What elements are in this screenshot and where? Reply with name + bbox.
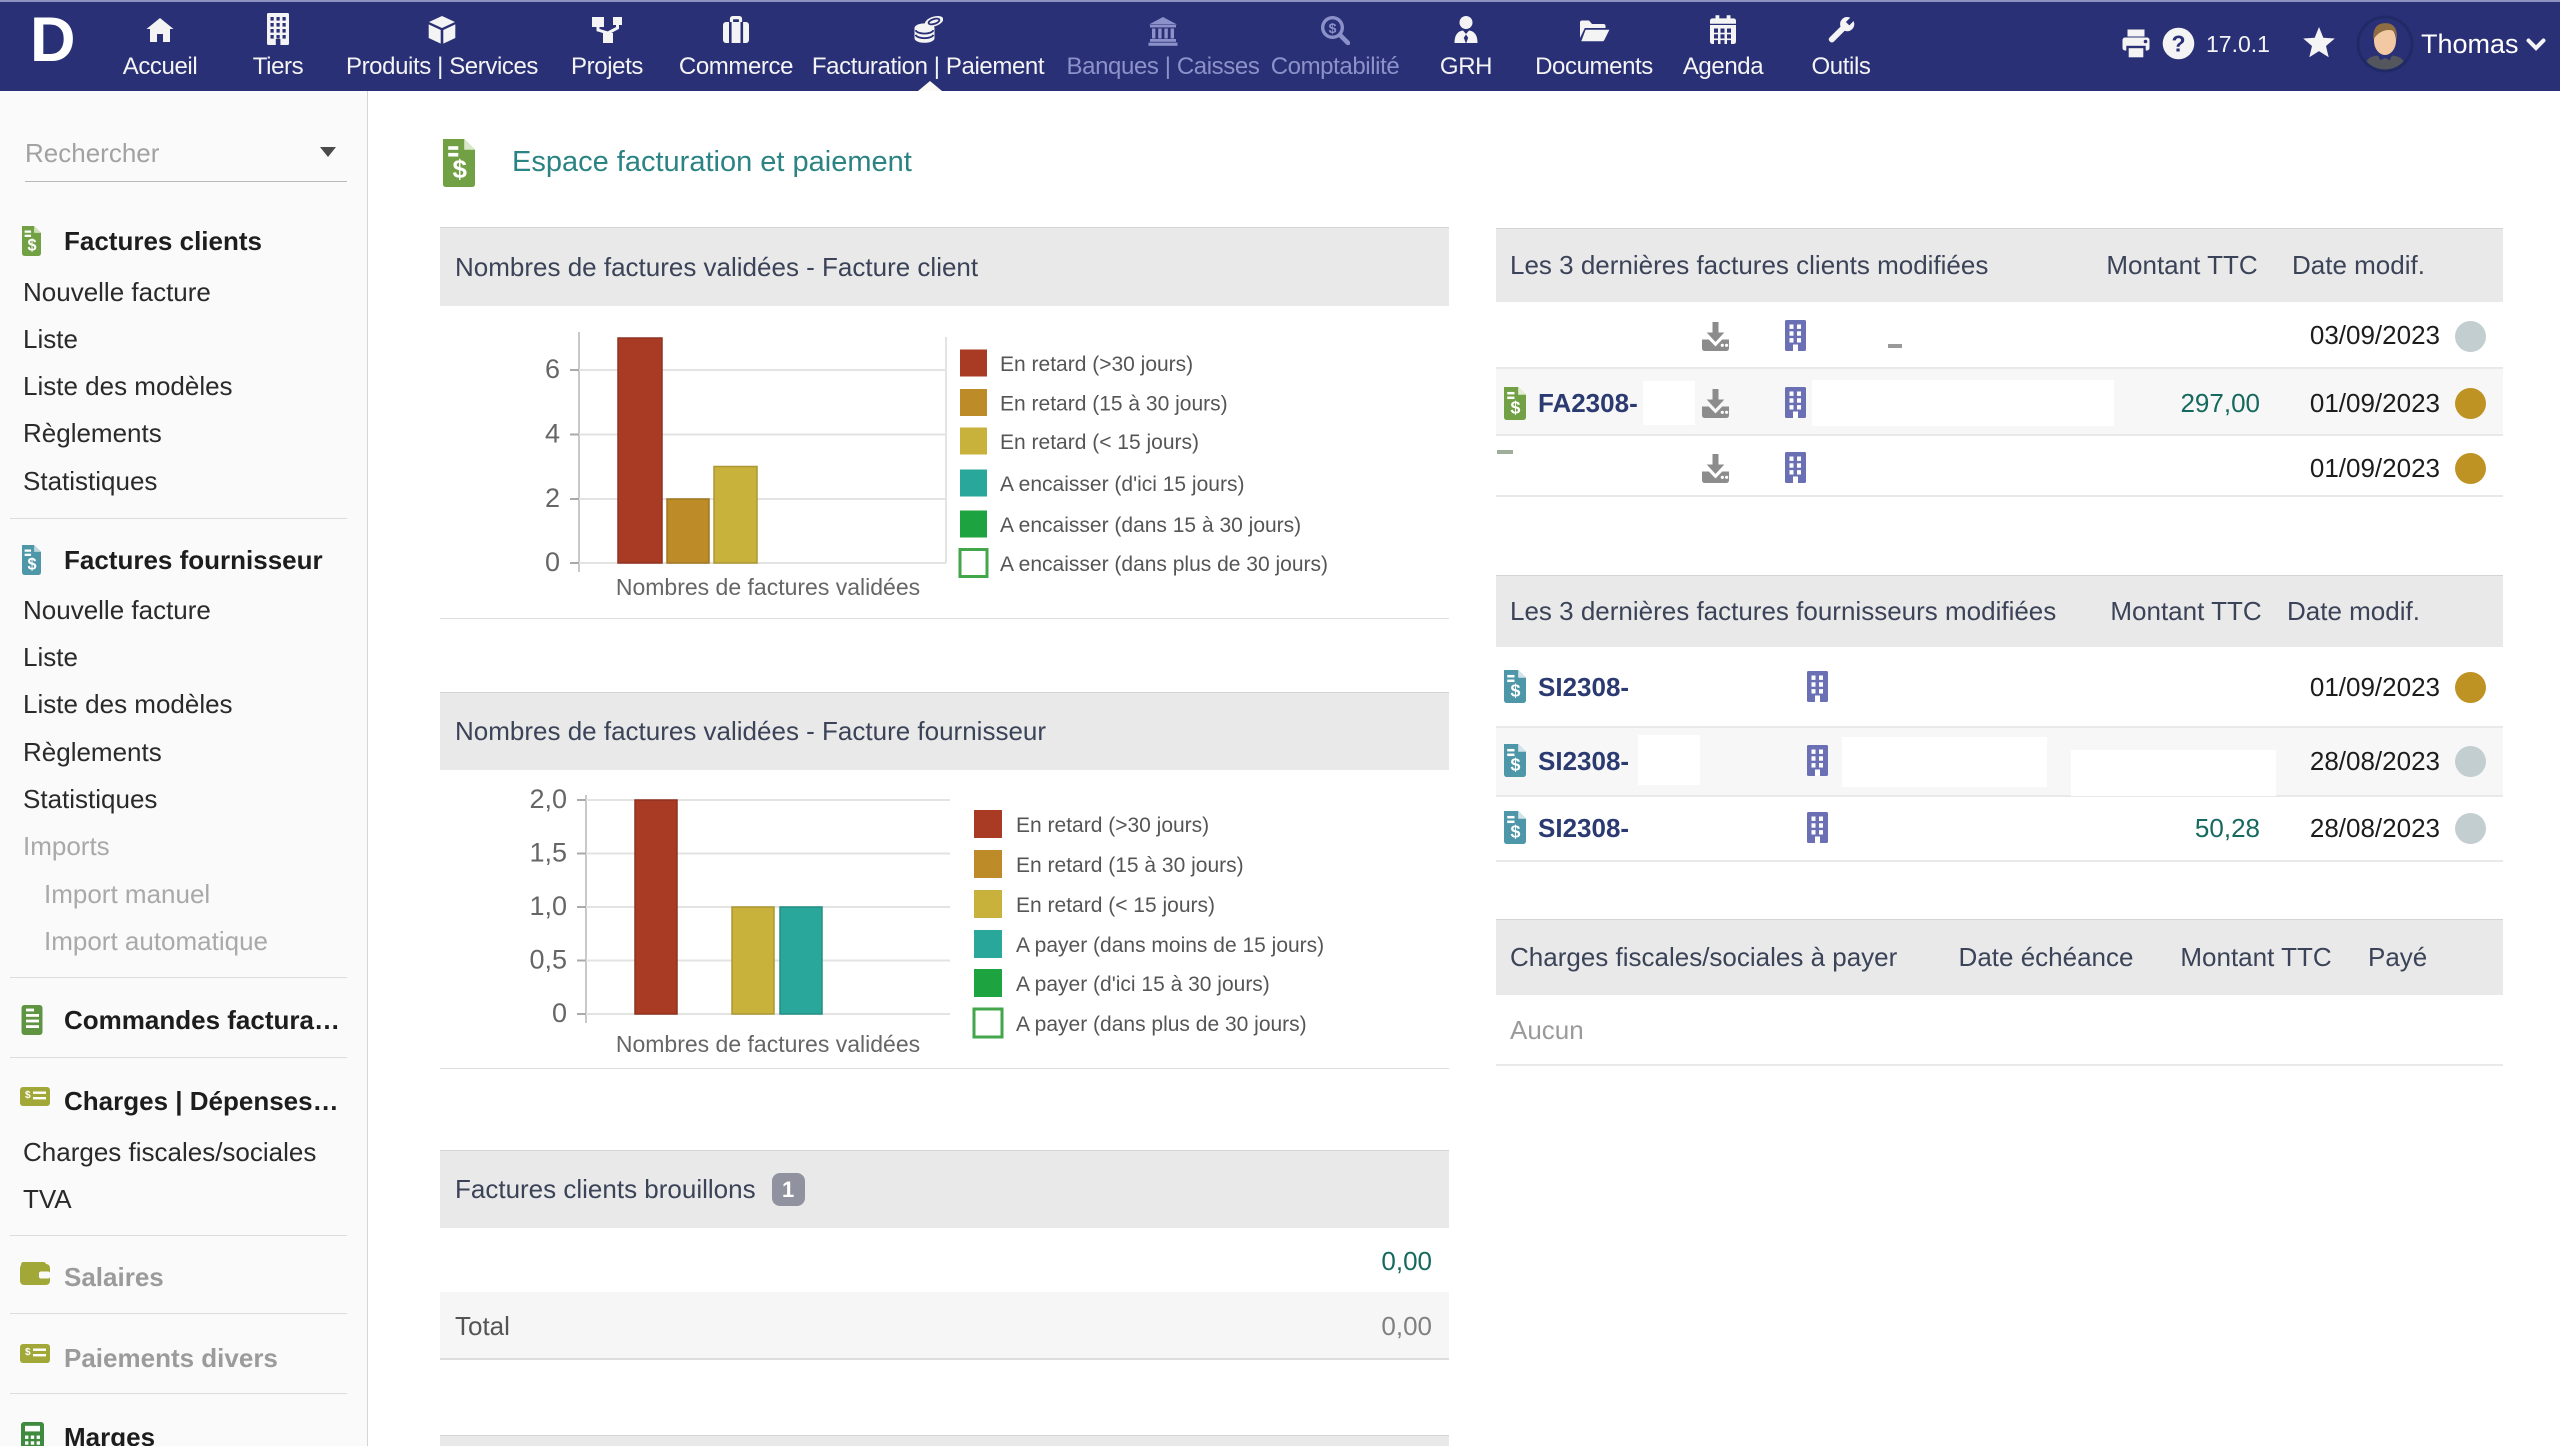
svg-text:1,0: 1,0 xyxy=(529,891,567,921)
svg-text:A encaisser (dans plus de 30 j: A encaisser (dans plus de 30 jours) xyxy=(1000,553,1328,576)
svg-text:Nombres de factures validées: Nombres de factures validées xyxy=(616,574,920,600)
svg-text:A encaisser (d'ici 15 jours): A encaisser (d'ici 15 jours) xyxy=(1000,473,1244,496)
svg-text:$: $ xyxy=(25,1090,31,1101)
svg-text:$: $ xyxy=(25,1347,31,1358)
svg-text:4: 4 xyxy=(545,419,560,449)
svg-text:En retard (>30 jours): En retard (>30 jours) xyxy=(1016,814,1209,837)
svg-text:$: $ xyxy=(27,555,36,573)
svg-text:$: $ xyxy=(27,236,36,254)
svg-text:A encaisser (dans 15 à 30 jour: A encaisser (dans 15 à 30 jours) xyxy=(1000,514,1301,537)
svg-text:?: ? xyxy=(2171,31,2185,57)
svg-text:1,5: 1,5 xyxy=(529,838,567,868)
svg-text:En retard (< 15 jours): En retard (< 15 jours) xyxy=(1000,431,1199,454)
svg-text:$: $ xyxy=(1511,681,1521,701)
svg-text:2: 2 xyxy=(545,483,560,513)
svg-text:$: $ xyxy=(453,156,468,184)
svg-text:$: $ xyxy=(1329,20,1337,36)
svg-text:0: 0 xyxy=(545,547,560,577)
svg-text:2,0: 2,0 xyxy=(529,784,567,814)
svg-text:0: 0 xyxy=(552,998,567,1028)
svg-text:Nombres de factures validées: Nombres de factures validées xyxy=(616,1031,920,1057)
svg-text:6: 6 xyxy=(545,354,560,384)
svg-text:En retard (15 à 30 jours): En retard (15 à 30 jours) xyxy=(1000,393,1228,416)
svg-text:A payer (dans moins de 15 jour: A payer (dans moins de 15 jours) xyxy=(1016,934,1324,957)
svg-text:En retard (15 à 30 jours): En retard (15 à 30 jours) xyxy=(1016,854,1244,877)
svg-text:$: $ xyxy=(1511,398,1521,418)
svg-text:En retard (< 15 jours): En retard (< 15 jours) xyxy=(1016,894,1215,917)
svg-text:A payer (dans plus de 30 jours: A payer (dans plus de 30 jours) xyxy=(1016,1013,1307,1036)
svg-text:$: $ xyxy=(1511,755,1521,775)
svg-text:En retard (>30 jours): En retard (>30 jours) xyxy=(1000,353,1193,376)
svg-text:A payer (d'ici 15 à 30 jours): A payer (d'ici 15 à 30 jours) xyxy=(1016,973,1270,996)
svg-text:0,5: 0,5 xyxy=(529,945,567,975)
svg-text:$: $ xyxy=(1511,822,1521,842)
